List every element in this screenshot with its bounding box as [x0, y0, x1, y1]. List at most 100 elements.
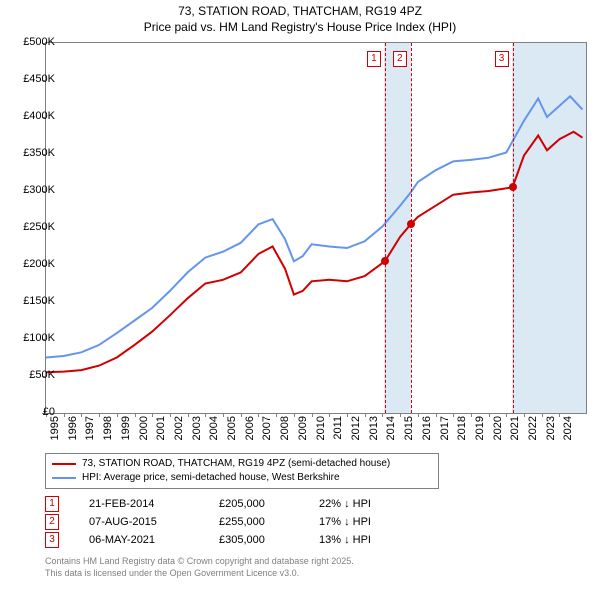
x-axis-label: 1997 [84, 416, 96, 448]
legend-swatch-2 [52, 477, 76, 479]
x-axis-label: 2007 [261, 416, 273, 448]
txn-marker: 1 [45, 496, 59, 512]
x-axis-label: 2018 [456, 416, 468, 448]
x-tick [312, 413, 313, 417]
x-tick [64, 413, 65, 417]
x-tick [559, 413, 560, 417]
x-axis-label: 2021 [509, 416, 521, 448]
transactions-table: 1 21-FEB-2014£205,00022% ↓ HPI 207-AUG-201… [45, 495, 419, 549]
legend-item-property: 73, STATION ROAD, THATCHAM, RG19 4PZ (se… [52, 457, 432, 471]
txn-price: £255,000 [219, 516, 319, 528]
x-tick [400, 413, 401, 417]
x-tick [276, 413, 277, 417]
x-axis-label: 2017 [439, 416, 451, 448]
title-line-2: Price paid vs. HM Land Registry's House … [0, 20, 600, 36]
x-tick [418, 413, 419, 417]
txn-pct: 22% ↓ HPI [319, 498, 419, 510]
x-tick [524, 413, 525, 417]
x-tick [241, 413, 242, 417]
data-point-dot [381, 257, 389, 265]
y-axis-label: £300K [5, 184, 55, 196]
txn-price: £305,000 [219, 534, 319, 546]
x-axis-label: 2015 [403, 416, 415, 448]
marker-box: 1 [367, 51, 381, 67]
x-tick [489, 413, 490, 417]
x-axis-label: 2005 [226, 416, 238, 448]
y-axis-label: £250K [5, 221, 55, 233]
chart-plot-area: 12 3 [45, 42, 587, 414]
x-axis-label: 2006 [244, 416, 256, 448]
y-axis-label: £100K [5, 332, 55, 344]
x-axis-label: 1995 [49, 416, 61, 448]
y-axis-label: £450K [5, 73, 55, 85]
y-axis-label: £350K [5, 147, 55, 159]
marker-line [513, 43, 514, 413]
legend-swatch-1 [52, 463, 76, 465]
txn-pct: 13% ↓ HPI [319, 534, 419, 546]
txn-marker: 2 [45, 514, 59, 530]
data-point-dot [407, 220, 415, 228]
marker-box: 3 [495, 51, 509, 67]
x-tick [436, 413, 437, 417]
y-axis-label: £50K [5, 369, 55, 381]
marker-box: 2 [393, 51, 407, 67]
x-axis-label: 2011 [332, 416, 344, 448]
y-axis-label: £150K [5, 295, 55, 307]
x-tick [471, 413, 472, 417]
x-axis-label: 2023 [545, 416, 557, 448]
x-axis-label: 2002 [173, 416, 185, 448]
x-axis-label: 1998 [102, 416, 114, 448]
x-tick [223, 413, 224, 417]
x-tick [99, 413, 100, 417]
legend-item-hpi: HPI: Average price, semi-detached house,… [52, 471, 432, 485]
x-axis-label: 2010 [315, 416, 327, 448]
x-tick [135, 413, 136, 417]
attribution-line-1: Contains HM Land Registry data © Crown c… [45, 556, 354, 568]
x-tick [117, 413, 118, 417]
x-tick [258, 413, 259, 417]
marker-line [385, 43, 386, 413]
x-tick [81, 413, 82, 417]
transaction-row: 207-AUG-2015£255,00017% ↓ HPI [45, 513, 419, 531]
transaction-row: 1 21-FEB-2014£205,00022% ↓ HPI [45, 495, 419, 513]
x-axis-label: 2001 [155, 416, 167, 448]
x-axis-label: 2020 [492, 416, 504, 448]
x-tick [294, 413, 295, 417]
chart-title: 73, STATION ROAD, THATCHAM, RG19 4PZ Pri… [0, 0, 600, 35]
x-axis-label: 2022 [527, 416, 539, 448]
txn-marker: 3 [45, 532, 59, 548]
x-tick [506, 413, 507, 417]
x-tick [453, 413, 454, 417]
attribution: Contains HM Land Registry data © Crown c… [45, 556, 354, 579]
x-tick [205, 413, 206, 417]
x-axis-label: 2019 [474, 416, 486, 448]
txn-price: £205,000 [219, 498, 319, 510]
txn-date: 21-FEB-2014 [89, 498, 219, 510]
x-axis-label: 2009 [297, 416, 309, 448]
y-axis-label: £0 [5, 406, 55, 418]
x-axis-label: 1996 [67, 416, 79, 448]
x-axis-label: 2003 [191, 416, 203, 448]
data-point-dot [509, 183, 517, 191]
x-axis-label: 2008 [279, 416, 291, 448]
x-axis-label: 2004 [208, 416, 220, 448]
x-axis-label: 2014 [385, 416, 397, 448]
y-axis-label: £200K [5, 258, 55, 270]
x-axis-label: 2000 [138, 416, 150, 448]
x-axis-label: 2024 [562, 416, 574, 448]
chart-lines [46, 43, 586, 413]
txn-pct: 17% ↓ HPI [319, 516, 419, 528]
chart-series [46, 132, 583, 372]
txn-date: 06-MAY-2021 [89, 534, 219, 546]
legend-label-2: HPI: Average price, semi-detached house,… [82, 471, 340, 485]
x-tick [382, 413, 383, 417]
x-tick [152, 413, 153, 417]
x-axis-label: 1999 [120, 416, 132, 448]
x-tick [188, 413, 189, 417]
legend-label-1: 73, STATION ROAD, THATCHAM, RG19 4PZ (se… [82, 457, 390, 471]
transaction-row: 3 06-MAY-2021£305,00013% ↓ HPI [45, 531, 419, 549]
x-axis-label: 2016 [421, 416, 433, 448]
y-axis-label: £400K [5, 110, 55, 122]
x-tick [542, 413, 543, 417]
x-axis-label: 2013 [368, 416, 380, 448]
